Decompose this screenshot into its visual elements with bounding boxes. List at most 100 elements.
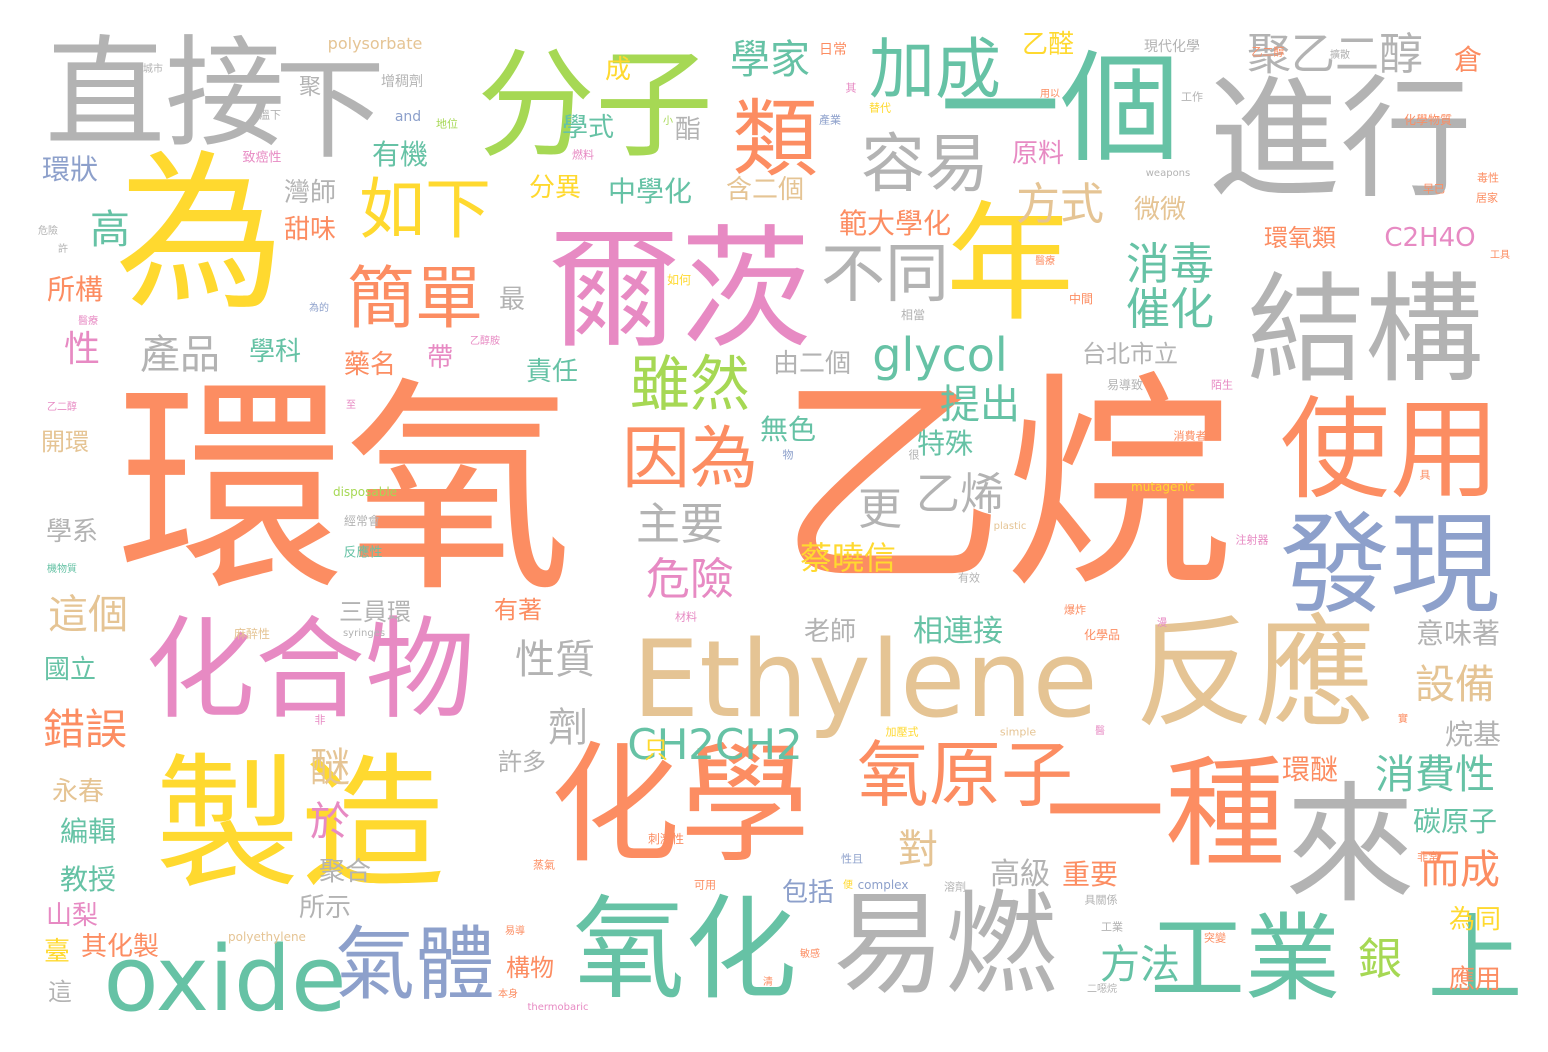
word-cloud-word: 年 bbox=[945, 190, 1075, 339]
word-cloud-word: 有效 bbox=[958, 571, 980, 585]
word-cloud-word: 藥名 bbox=[343, 350, 397, 380]
word-cloud-word: 提出 bbox=[940, 382, 1020, 428]
word-cloud-word: weapons bbox=[1145, 168, 1191, 179]
word-cloud-word: 對 bbox=[898, 827, 938, 873]
word-cloud-word: 危險 bbox=[646, 554, 734, 605]
word-cloud-word: 於 bbox=[310, 799, 350, 845]
word-cloud-word: 易燃 bbox=[833, 880, 1057, 1010]
word-cloud-word: 氣體 bbox=[335, 918, 495, 1011]
word-cloud-word: 漫 bbox=[1157, 618, 1167, 629]
word-cloud-word: 聚 bbox=[298, 75, 322, 100]
word-cloud-word: 學家 bbox=[730, 37, 810, 83]
word-cloud-word: 致癌性 bbox=[242, 150, 282, 166]
word-cloud-word: 具關係 bbox=[1084, 893, 1118, 907]
word-cloud-word: 居家 bbox=[1476, 191, 1498, 205]
word-cloud-word: 地位 bbox=[436, 117, 458, 131]
word-cloud-word: 本身 bbox=[498, 989, 518, 1000]
word-cloud-word: 敏感 bbox=[800, 949, 820, 960]
word-cloud-word: 而成 bbox=[1420, 847, 1500, 893]
word-cloud-word: oxide bbox=[103, 927, 347, 1032]
word-cloud-word: 主要 bbox=[636, 499, 724, 550]
word-cloud-word: 便 bbox=[843, 880, 853, 891]
word-cloud-word: 方式 bbox=[1016, 179, 1104, 230]
word-cloud-word: 直接 bbox=[45, 25, 285, 164]
word-cloud-word: 碳原子 bbox=[1412, 805, 1498, 838]
word-cloud-word: 含二個 bbox=[725, 175, 805, 205]
word-cloud-word: thermobaric bbox=[527, 1002, 589, 1013]
word-cloud-word: 城市 bbox=[143, 64, 163, 75]
word-cloud-word: 環氧 bbox=[117, 357, 573, 623]
word-cloud-word: 工業 bbox=[1101, 920, 1123, 934]
word-cloud-word: 臺 bbox=[43, 937, 71, 967]
word-cloud-word: 雖然 bbox=[630, 350, 750, 420]
word-cloud-word: 製造 bbox=[155, 740, 445, 910]
word-cloud-word: 爆炸 bbox=[1064, 603, 1086, 617]
word-cloud-word: 中間 bbox=[1068, 292, 1094, 306]
word-cloud-word: 所示 bbox=[298, 893, 352, 923]
word-cloud-word: 不同 bbox=[821, 238, 949, 312]
word-cloud-word: 化學物質 bbox=[1403, 113, 1453, 127]
word-cloud-word: 二噁烷 bbox=[1087, 984, 1117, 995]
word-cloud-word: 乙二醇 bbox=[47, 402, 77, 413]
word-cloud-word: 催化 bbox=[1126, 284, 1214, 335]
word-cloud-word: 劑 bbox=[548, 705, 588, 751]
word-cloud-word: disposable bbox=[332, 485, 398, 499]
word-cloud-word: 烷基 bbox=[1444, 718, 1502, 751]
word-cloud-word: syringes bbox=[342, 628, 386, 639]
word-cloud-word: 應用 bbox=[1448, 965, 1502, 995]
word-cloud-word: 醚 bbox=[310, 745, 350, 791]
word-cloud-word: 溶劑 bbox=[944, 880, 966, 894]
word-cloud-word: 更 bbox=[858, 484, 902, 535]
word-cloud-word: 性且 bbox=[841, 852, 863, 866]
word-cloud-word: Ethylene bbox=[632, 618, 1098, 741]
word-cloud-word: 實 bbox=[1398, 714, 1408, 725]
word-cloud-word: 甜味 bbox=[283, 215, 337, 245]
word-cloud-word: 最 bbox=[498, 285, 526, 315]
word-cloud-word: and bbox=[394, 109, 422, 125]
word-cloud-word: 麻醉性 bbox=[233, 627, 271, 641]
word-cloud-word: 乙烷 bbox=[777, 352, 1233, 618]
word-cloud-word: polyethylene bbox=[228, 930, 306, 944]
word-cloud-word: 聚合 bbox=[318, 857, 372, 887]
word-cloud-word: 材料 bbox=[675, 610, 697, 624]
word-cloud-word: 學科 bbox=[248, 337, 302, 367]
word-cloud-word: 加壓式 bbox=[885, 725, 919, 739]
word-cloud-word: 進行 bbox=[1208, 63, 1472, 217]
word-cloud-word: 結構 bbox=[1246, 261, 1484, 399]
word-cloud-word: 具 bbox=[1419, 468, 1431, 482]
word-cloud-word: 三員環 bbox=[339, 598, 411, 626]
word-cloud-word: 加成 bbox=[869, 31, 1001, 108]
word-cloud-word: 永春 bbox=[51, 777, 105, 807]
word-cloud-word: 其 bbox=[845, 81, 857, 95]
word-cloud-word: 這 bbox=[48, 978, 72, 1006]
word-cloud-word: 化合物 bbox=[145, 606, 475, 734]
word-cloud-word: 來 bbox=[1284, 769, 1416, 921]
word-cloud-word: 這個 bbox=[48, 592, 128, 638]
word-cloud-word: 高級 bbox=[990, 857, 1050, 892]
word-cloud-word: 環氧類 bbox=[1264, 224, 1336, 252]
word-cloud-word: 產業 bbox=[819, 113, 841, 127]
word-cloud-word: 學系 bbox=[45, 517, 99, 547]
word-cloud-word: 突變 bbox=[1204, 931, 1226, 945]
word-cloud-word: 容易 bbox=[861, 128, 989, 202]
word-cloud-word: 易導致 bbox=[1106, 378, 1144, 392]
word-cloud-word: 爾茨 bbox=[548, 213, 812, 367]
word-cloud-word: 開環 bbox=[41, 428, 89, 456]
word-cloud-word: 至 bbox=[346, 400, 356, 411]
word-cloud-word: 為的 bbox=[309, 303, 329, 314]
word-cloud-word: 其化製 bbox=[80, 932, 160, 962]
word-cloud-word: 相當 bbox=[900, 308, 926, 322]
word-cloud-word: 溫下 bbox=[259, 108, 281, 122]
word-cloud-word: 注射器 bbox=[1235, 533, 1269, 547]
word-cloud-word: polysorbate bbox=[327, 34, 423, 53]
word-cloud-word: 小 bbox=[663, 116, 673, 127]
word-cloud-word: 如何 bbox=[666, 273, 692, 287]
word-cloud-word: 可用 bbox=[694, 878, 716, 892]
word-cloud-word: 國立 bbox=[43, 655, 97, 685]
word-cloud-word: plastic bbox=[993, 521, 1027, 532]
word-cloud-word: 下 bbox=[275, 46, 385, 174]
word-cloud-word: 乙醛 bbox=[1021, 30, 1075, 60]
word-cloud-word: 所構 bbox=[46, 273, 104, 306]
word-cloud-word: CH2CH2 bbox=[627, 720, 803, 769]
word-cloud-word: 上 bbox=[1427, 904, 1523, 1015]
